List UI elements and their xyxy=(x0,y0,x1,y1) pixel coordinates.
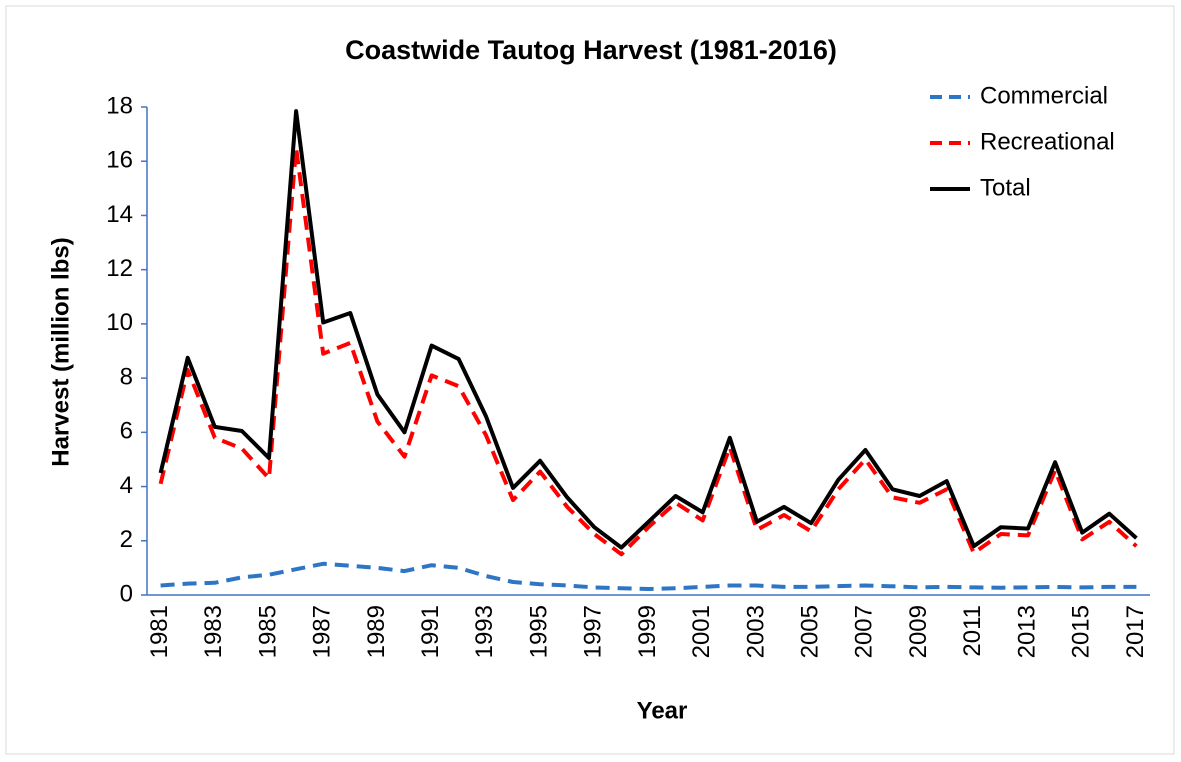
chart-border xyxy=(5,5,1175,755)
y-tick-label: 6 xyxy=(120,418,133,445)
y-tick-label: 4 xyxy=(120,472,133,499)
x-tick-label: 1993 xyxy=(471,605,498,658)
x-tick-label: 2017 xyxy=(1122,605,1149,658)
x-tick-label: 1991 xyxy=(417,605,444,658)
legend-label: Total xyxy=(980,174,1031,201)
x-axis-title: Year xyxy=(637,697,688,724)
x-tick-label: 1985 xyxy=(254,605,281,658)
x-tick-label: 2001 xyxy=(688,605,715,658)
x-tick-label: 2013 xyxy=(1013,605,1040,658)
x-tick-label: 1987 xyxy=(309,605,336,658)
x-tick-label: 1995 xyxy=(525,605,552,658)
x-tick-label: 2009 xyxy=(905,605,932,658)
x-tick-label: 2003 xyxy=(742,605,769,658)
legend-label: Commercial xyxy=(980,82,1108,109)
y-tick-label: 14 xyxy=(106,201,133,228)
y-tick-label: 0 xyxy=(120,580,133,607)
x-tick-label: 1997 xyxy=(580,605,607,658)
y-axis-title: Harvest (million lbs) xyxy=(47,237,74,466)
y-tick-label: 8 xyxy=(120,363,133,390)
y-tick-label: 10 xyxy=(106,309,133,336)
series-line xyxy=(158,145,1138,557)
y-tick-label: 2 xyxy=(120,526,133,553)
x-tick-label: 1981 xyxy=(146,605,173,658)
y-tick-label: 16 xyxy=(106,147,133,174)
x-tick-label: 1983 xyxy=(200,605,227,658)
x-tick-label: 2015 xyxy=(1068,605,1095,658)
x-tick-label: 2005 xyxy=(796,605,823,658)
x-tick-label: 2011 xyxy=(959,605,986,657)
series-line xyxy=(158,109,1138,550)
x-tick-label: 1999 xyxy=(634,605,661,658)
chart-title: Coastwide Tautog Harvest (1981-2016) xyxy=(345,35,837,65)
legend-label: Recreational xyxy=(980,128,1115,155)
x-tick-label: 1989 xyxy=(363,605,390,658)
y-tick-label: 18 xyxy=(106,92,133,119)
series-line xyxy=(160,561,1137,591)
x-tick-label: 2007 xyxy=(851,605,878,658)
y-tick-label: 12 xyxy=(106,255,133,282)
